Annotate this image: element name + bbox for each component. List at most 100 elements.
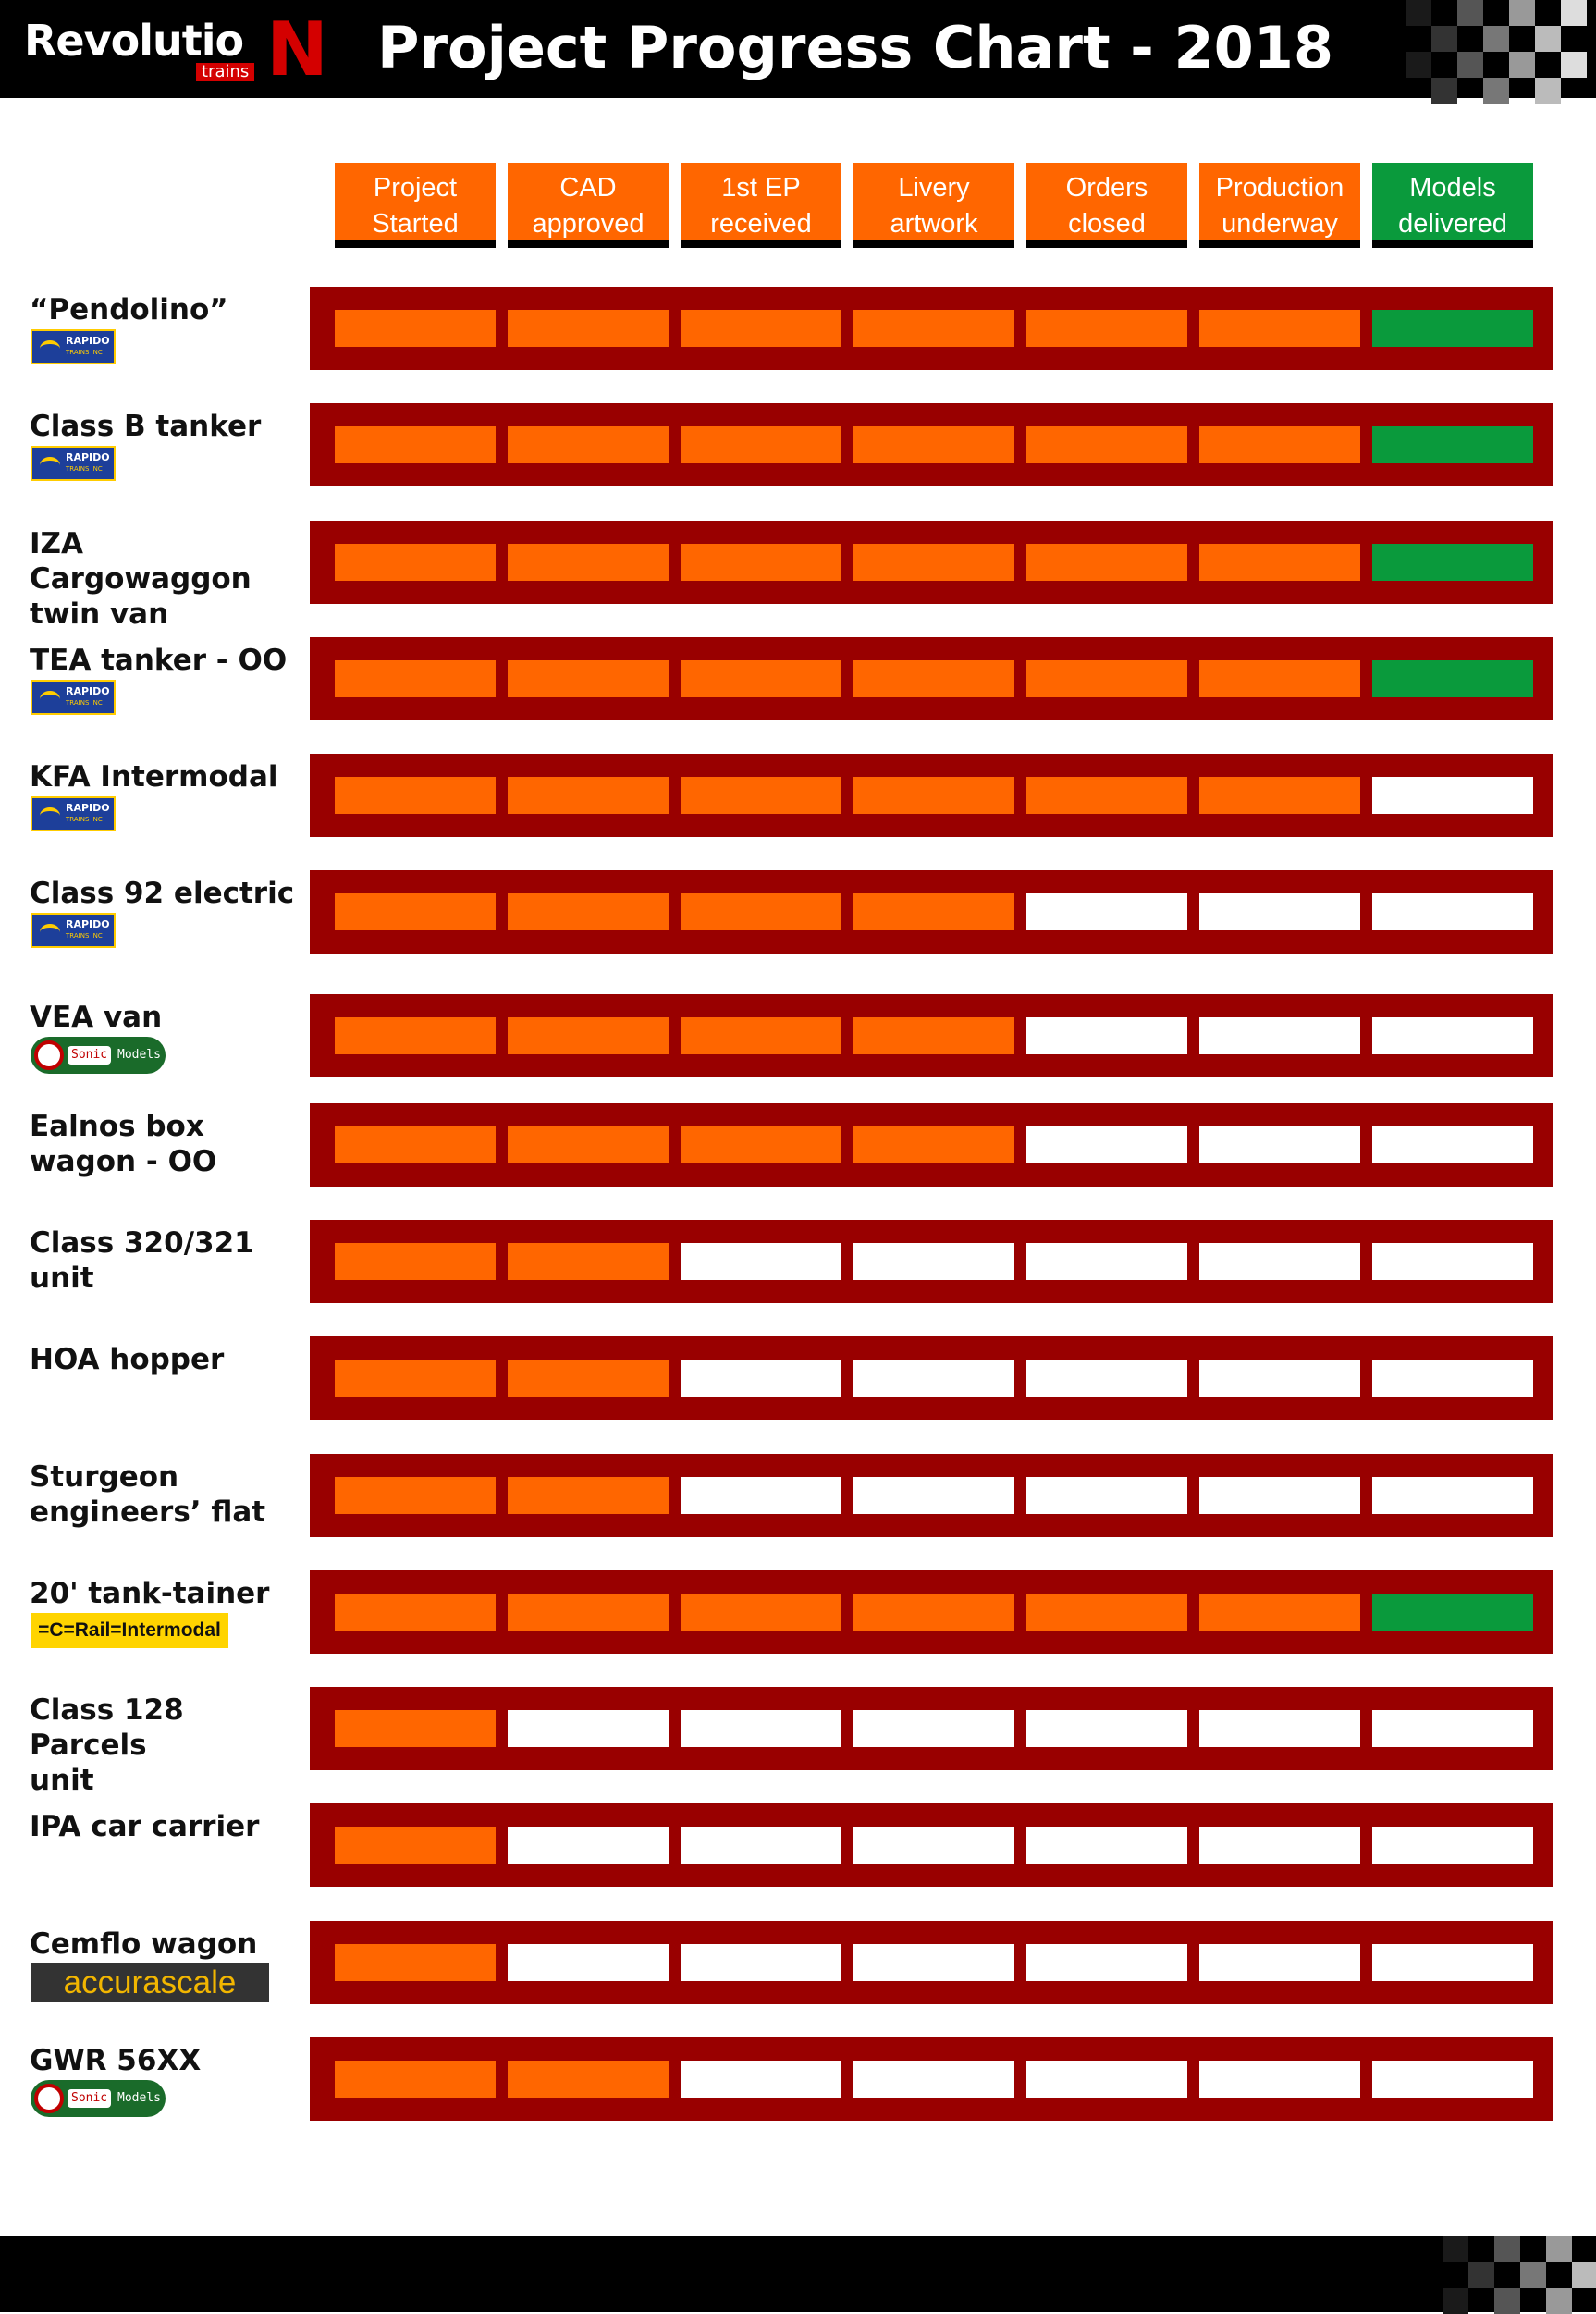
checker-square bbox=[1468, 2262, 1494, 2288]
progress-cell-6 bbox=[1199, 1477, 1360, 1514]
rapido-logo: RAPIDO TRAINS INC bbox=[31, 913, 116, 948]
progress-cell-1 bbox=[335, 1017, 496, 1054]
progress-cell-7 bbox=[1372, 426, 1533, 463]
progress-cell-5 bbox=[1026, 1017, 1187, 1054]
progress-cell-1 bbox=[335, 1944, 496, 1981]
rapido-sub: TRAINS INC bbox=[66, 699, 103, 707]
progress-cell-4 bbox=[853, 1360, 1014, 1397]
row-label: VEA van bbox=[30, 1001, 163, 1034]
progress-cell-2 bbox=[508, 1017, 669, 1054]
progress-cell-3 bbox=[681, 777, 841, 814]
progress-row bbox=[310, 2037, 1553, 2121]
progress-cell-3 bbox=[681, 2061, 841, 2098]
progress-row bbox=[310, 994, 1553, 1077]
checker-square bbox=[1431, 78, 1457, 104]
progress-cell-3 bbox=[681, 1827, 841, 1864]
checker-square bbox=[1406, 52, 1431, 78]
progress-cell-3 bbox=[681, 1594, 841, 1631]
progress-cell-4 bbox=[853, 1243, 1014, 1280]
progress-cell-4 bbox=[853, 1944, 1014, 1981]
swoosh-icon bbox=[40, 807, 60, 824]
progress-row bbox=[310, 1803, 1553, 1887]
rapido-word: RAPIDO bbox=[66, 802, 110, 814]
progress-cell-2 bbox=[508, 426, 669, 463]
progress-cell-4 bbox=[853, 777, 1014, 814]
row-label: IZA Cargowaggon twin van bbox=[30, 527, 252, 631]
progress-cell-5 bbox=[1026, 2061, 1187, 2098]
progress-row bbox=[310, 403, 1553, 486]
progress-cell-2 bbox=[508, 1944, 669, 1981]
rapido-sub: TRAINS INC bbox=[66, 465, 103, 473]
progress-cell-1 bbox=[335, 1126, 496, 1163]
row-label: KFA Intermodal bbox=[30, 760, 278, 794]
logo-word: Revolutio bbox=[24, 16, 244, 66]
progress-cell-4 bbox=[853, 1594, 1014, 1631]
stage-header-1: Project Started bbox=[335, 163, 496, 248]
progress-row bbox=[310, 1570, 1553, 1654]
checker-square bbox=[1494, 2288, 1520, 2314]
progress-cell-2 bbox=[508, 1827, 669, 1864]
models-word: Models bbox=[117, 1048, 161, 1062]
progress-cell-5 bbox=[1026, 310, 1187, 347]
progress-cell-2 bbox=[508, 777, 669, 814]
progress-cell-1 bbox=[335, 426, 496, 463]
logo-sub: trains bbox=[196, 63, 255, 81]
sonic-word: Sonic bbox=[68, 1046, 112, 1065]
progress-cell-2 bbox=[508, 1710, 669, 1747]
revolution-trains-logo: Revolutio N trains bbox=[24, 13, 328, 87]
checker-square bbox=[1443, 2288, 1468, 2314]
row-label: GWR 56XX bbox=[30, 2044, 202, 2077]
rapido-sub: TRAINS INC bbox=[66, 932, 103, 940]
row-label: Class 92 electric bbox=[30, 877, 295, 910]
progress-cell-7 bbox=[1372, 1944, 1533, 1981]
rapido-logo: RAPIDO TRAINS INC bbox=[31, 446, 116, 481]
progress-cell-2 bbox=[508, 310, 669, 347]
checker-square bbox=[1457, 52, 1483, 78]
sonic-models-logo: Sonic Models bbox=[31, 2080, 166, 2117]
accurascale-logo: accurascale bbox=[31, 1963, 269, 2002]
progress-row bbox=[310, 1454, 1553, 1537]
progress-row bbox=[310, 287, 1553, 370]
progress-cell-5 bbox=[1026, 1594, 1187, 1631]
progress-cell-3 bbox=[681, 1710, 841, 1747]
progress-cell-6 bbox=[1199, 1944, 1360, 1981]
progress-cell-4 bbox=[853, 2061, 1014, 2098]
checker-square bbox=[1494, 2236, 1520, 2262]
rapido-sub: TRAINS INC bbox=[66, 816, 103, 823]
progress-cell-6 bbox=[1199, 777, 1360, 814]
models-word: Models bbox=[117, 2091, 161, 2105]
progress-cell-7 bbox=[1372, 1243, 1533, 1280]
rapido-sub: TRAINS INC bbox=[66, 349, 103, 356]
swoosh-icon bbox=[40, 924, 60, 941]
checker-square bbox=[1520, 2262, 1546, 2288]
swoosh-icon bbox=[40, 457, 60, 474]
progress-row bbox=[310, 754, 1553, 837]
progress-row bbox=[310, 1687, 1553, 1770]
checker-decoration-bottom bbox=[1443, 2236, 1596, 2314]
progress-cell-5 bbox=[1026, 426, 1187, 463]
progress-cell-1 bbox=[335, 660, 496, 697]
footer-bar bbox=[0, 2236, 1596, 2314]
progress-cell-7 bbox=[1372, 1827, 1533, 1864]
checker-square bbox=[1443, 2236, 1468, 2262]
progress-cell-1 bbox=[335, 544, 496, 581]
progress-cell-7 bbox=[1372, 544, 1533, 581]
page-title: Project Progress Chart - 2018 bbox=[377, 14, 1334, 81]
progress-cell-2 bbox=[508, 544, 669, 581]
checker-square bbox=[1535, 78, 1561, 104]
progress-cell-7 bbox=[1372, 310, 1533, 347]
progress-cell-6 bbox=[1199, 1243, 1360, 1280]
progress-cell-5 bbox=[1026, 777, 1187, 814]
progress-cell-5 bbox=[1026, 660, 1187, 697]
progress-cell-4 bbox=[853, 660, 1014, 697]
progress-cell-6 bbox=[1199, 893, 1360, 930]
progress-cell-1 bbox=[335, 1477, 496, 1514]
progress-cell-7 bbox=[1372, 777, 1533, 814]
progress-cell-5 bbox=[1026, 1477, 1187, 1514]
rapido-word: RAPIDO bbox=[66, 451, 110, 463]
progress-cell-4 bbox=[853, 893, 1014, 930]
progress-cell-5 bbox=[1026, 893, 1187, 930]
progress-cell-5 bbox=[1026, 544, 1187, 581]
row-label: Cemflo wagon bbox=[30, 1927, 258, 1961]
checker-square bbox=[1406, 0, 1431, 26]
